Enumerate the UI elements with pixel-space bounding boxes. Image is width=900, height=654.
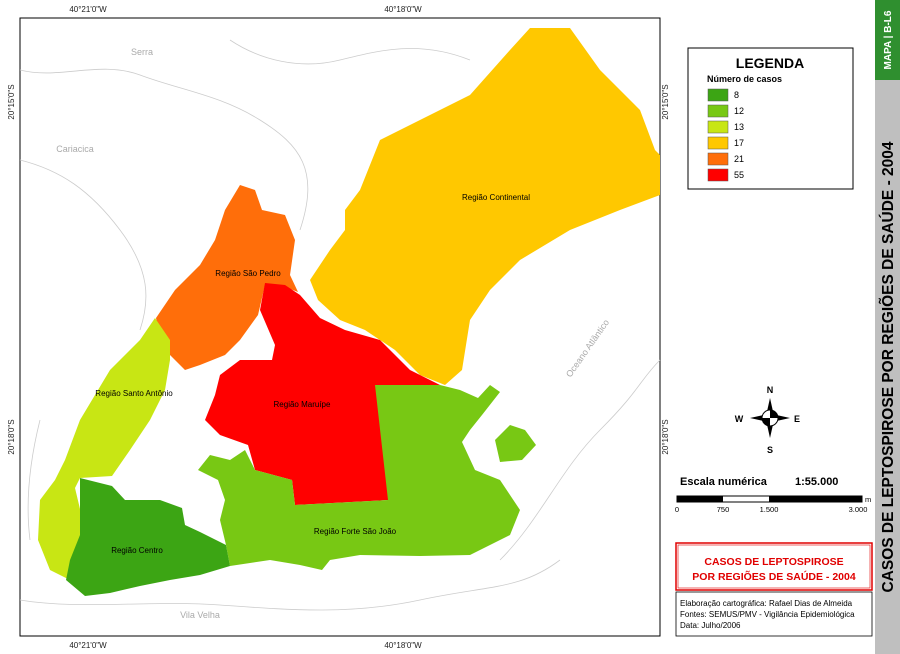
compass-label: W xyxy=(735,414,744,424)
place-label: Vila Velha xyxy=(180,610,220,620)
legend-title: LEGENDA xyxy=(736,55,804,71)
scale-unit: m xyxy=(865,495,871,504)
longitude-label: 40°18'0"W xyxy=(384,641,422,650)
region-label: Região Continental xyxy=(462,193,530,202)
legend-items: 8 12 13 17 21 55 xyxy=(707,88,744,182)
legend-value: 17 xyxy=(734,138,744,148)
region-label: Região Centro xyxy=(111,546,163,555)
latitude-label: 20°18'0"S xyxy=(7,419,16,454)
longitude-label: 40°21'0"W xyxy=(69,641,107,650)
legend-value: 55 xyxy=(734,170,744,180)
title-line: CASOS DE LEPTOSPIROSE xyxy=(704,556,843,568)
legend-subtitle: Número de casos xyxy=(707,74,782,84)
scale-bar xyxy=(676,495,863,503)
legend-swatch xyxy=(707,120,729,134)
coastline xyxy=(19,159,147,331)
legend-swatch xyxy=(707,88,729,102)
region-continental xyxy=(310,28,660,385)
place-label: Serra xyxy=(131,47,153,57)
legend-value: 21 xyxy=(734,154,744,164)
scale-bar-segment xyxy=(677,496,723,502)
legend-swatch xyxy=(707,152,729,166)
latitude-label: 20°15'0"S xyxy=(7,84,16,119)
coastline xyxy=(19,68,309,231)
scale-tick-label: 0 xyxy=(675,505,679,514)
scale-tick-label: 750 xyxy=(717,505,730,514)
credits-box xyxy=(675,591,873,637)
region-island xyxy=(495,425,536,462)
longitude-label: 40°21'0"W xyxy=(69,5,107,14)
legend-value: 8 xyxy=(734,90,739,100)
latitude-label: 20°15'0"S xyxy=(661,84,670,119)
map-code: MAPA | B-L6 xyxy=(883,10,894,69)
compass-label: E xyxy=(794,414,800,424)
credit-line: Data: Julho/2006 xyxy=(680,621,741,630)
compass-center xyxy=(762,410,778,426)
coastline xyxy=(27,419,41,541)
region-label: Região São Pedro xyxy=(215,269,281,278)
region-centro xyxy=(66,478,230,596)
coastline xyxy=(499,359,661,561)
place-label: Cariacica xyxy=(56,144,94,154)
scale-tick-label: 3.000 xyxy=(849,505,868,514)
region-sao-pedro xyxy=(156,185,298,370)
title-box xyxy=(675,542,873,591)
compass-label: S xyxy=(767,445,773,455)
side-band-code-box xyxy=(875,0,900,80)
credit-line: Fontes: SEMUS/PMV - Vigilância Epidemiol… xyxy=(680,610,855,619)
title-line: POR REGIÕES DE SAÚDE - 2004 xyxy=(692,570,856,583)
region-maruipe xyxy=(205,283,440,505)
region-label: Região Maruípe xyxy=(274,400,331,409)
legend-value: 13 xyxy=(734,122,744,132)
scale-bar-segment xyxy=(769,496,862,502)
compass-label: N xyxy=(767,385,774,395)
scale-title: Escala numérica xyxy=(680,476,768,488)
legend-swatch xyxy=(707,104,729,118)
regions xyxy=(38,28,660,596)
scale-tick-label: 1.500 xyxy=(760,505,779,514)
coastlines xyxy=(19,39,661,611)
side-band xyxy=(875,0,900,654)
region-label: Região Forte São João xyxy=(314,527,397,536)
compass: N S W E xyxy=(735,385,800,455)
longitude-label: 40°18'0"W xyxy=(384,5,422,14)
coastline xyxy=(19,559,561,611)
legend-value: 12 xyxy=(734,106,744,116)
scale-ratio: 1:55.000 xyxy=(795,476,838,488)
legend-swatch xyxy=(707,168,729,182)
legend-box xyxy=(687,47,854,190)
side-title: CASOS DE LEPTOSPIROSE POR REGIÕES DE SAÚ… xyxy=(879,141,897,592)
title-box-inner xyxy=(677,544,871,589)
region-forte-sao-joao xyxy=(198,385,520,570)
region-santo-antonio xyxy=(38,318,170,580)
credit-line: Elaboração cartográfica: Rafael Dias de … xyxy=(680,599,853,608)
region-label: Região Santo Antônio xyxy=(95,389,173,398)
latitude-label: 20°18'0"S xyxy=(661,419,670,454)
legend-swatch xyxy=(707,136,729,150)
coastline xyxy=(229,39,471,65)
